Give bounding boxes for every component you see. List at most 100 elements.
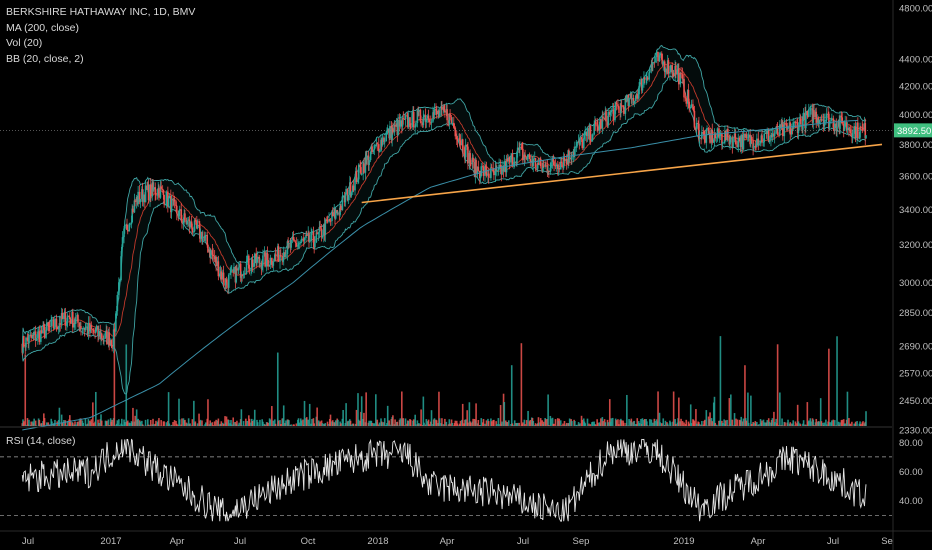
volume-bar [695,409,697,426]
volume-bar [40,423,43,426]
volume-bar [399,418,402,426]
volume-bar [730,394,732,426]
candle-body [194,220,197,222]
candle-body [217,261,220,277]
volume-bar [106,420,108,426]
volume-bar [493,419,495,426]
candle-body [467,146,469,164]
volume-bar [26,418,29,426]
volume-bar [415,424,417,426]
volume-bar [321,423,324,426]
candle-body [142,194,145,202]
candle-body [80,326,82,329]
volume-bar [132,407,134,426]
candle-body [513,162,515,167]
volume-bar [633,420,636,426]
candle-body [451,122,454,124]
candle-body [380,139,382,152]
candle-body [386,132,388,134]
volume-bar [300,420,303,426]
volume-bar [451,422,454,426]
volume-bar [641,418,644,426]
candle-body [123,225,126,229]
candle-body [134,200,136,202]
volume-bar [467,422,469,426]
volume-bar [297,418,300,426]
rsi-tick-label: 40.00 [899,496,923,507]
volume-bar [464,419,467,426]
volume-bar [640,418,642,426]
candle-body [505,159,508,173]
candle-body [825,120,827,122]
volume-bar [562,423,564,426]
volume-bar [230,420,232,426]
volume-bar [383,418,386,426]
volume-bar [227,419,230,426]
volume-bar [181,418,183,426]
volume-bar [523,419,526,426]
candle-body [423,115,425,118]
volume-bar [678,397,680,426]
candle-body [325,219,328,221]
candle-body [73,322,76,328]
volume-bar [799,424,802,426]
candle-body [274,254,276,262]
volume-bar [187,418,190,426]
candle-body [34,331,37,341]
candle-body [790,128,793,135]
volume-bar [220,421,223,426]
candle-body [549,167,552,173]
volume-bar [248,418,251,426]
volume-bar [97,422,100,426]
candle-body [293,239,295,242]
candle-body [350,192,353,197]
volume-bar [534,423,537,426]
volume-bar [92,423,95,426]
volume-bar [698,424,701,426]
candle-body [469,153,471,164]
volume-bar [513,420,516,426]
candle-body [266,252,269,260]
volume-bar [316,407,318,426]
volume-bar [118,419,120,426]
candle-body [555,164,558,166]
candle-body [184,213,186,220]
candle-body [591,139,593,142]
candle-body [654,57,656,63]
candle-body [685,98,688,104]
candle-body [638,82,641,88]
candle-body [560,161,563,164]
candle-body [767,130,770,143]
volume-bar [551,417,554,426]
volume-bar [571,421,573,426]
candle-body [250,268,252,270]
candle-body [695,122,698,129]
volume-bar [54,419,56,426]
candle-body [251,259,254,267]
candle-body [321,235,324,238]
volume-bar [279,420,281,426]
volume-bar [25,424,27,426]
candle-body [574,146,576,156]
candle-body [121,237,124,247]
candle-body [92,329,95,333]
candle-body [131,208,134,223]
candle-body [429,122,432,124]
volume-bar [82,422,84,426]
candle-body [90,324,93,330]
candle-body [519,146,521,151]
candle-body [735,140,737,145]
volume-bar [723,419,725,426]
candle-body [657,52,659,62]
volume-bar [168,423,171,426]
volume-bar [771,418,774,426]
candle-body [115,311,118,314]
candle-body [698,123,700,139]
candle-body [54,318,56,329]
candle-body [297,245,299,247]
volume-bar [326,421,329,426]
candle-body [253,253,256,264]
volume-bar [95,391,97,426]
volume-bar [522,422,524,426]
volume-bar [357,419,360,426]
